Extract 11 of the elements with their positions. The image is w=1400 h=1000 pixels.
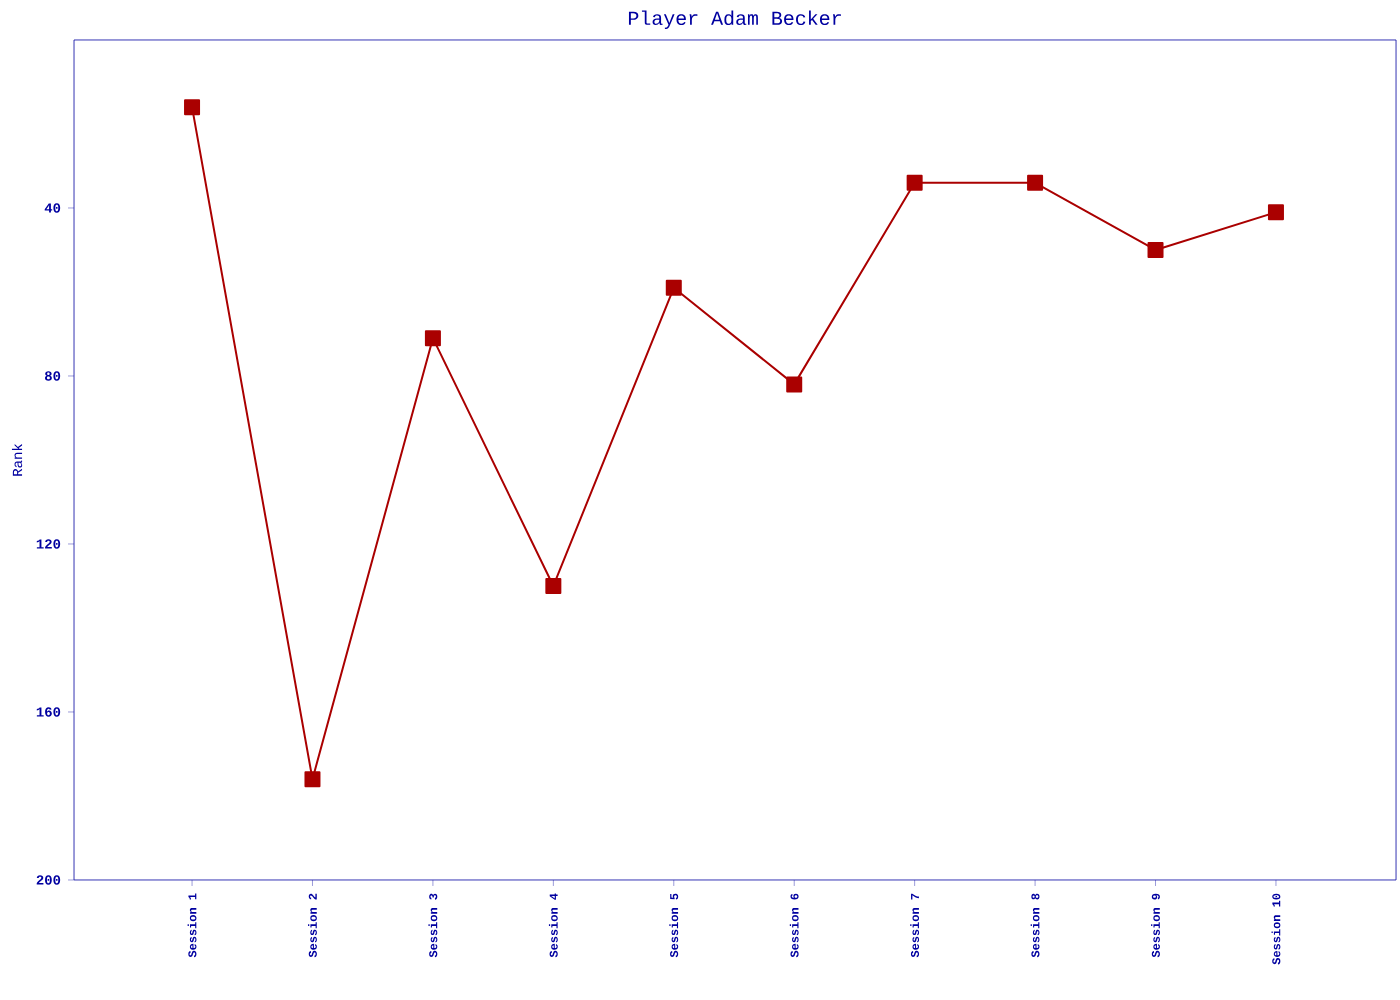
point <box>1027 174 1044 191</box>
chart-title: Player Adam Becker <box>628 10 841 29</box>
point <box>665 279 682 296</box>
point <box>1267 204 1284 221</box>
point <box>184 99 201 116</box>
point <box>424 330 441 347</box>
point <box>786 376 803 393</box>
point <box>304 771 321 788</box>
point <box>545 577 562 594</box>
point <box>1147 241 1164 258</box>
point <box>906 174 923 191</box>
